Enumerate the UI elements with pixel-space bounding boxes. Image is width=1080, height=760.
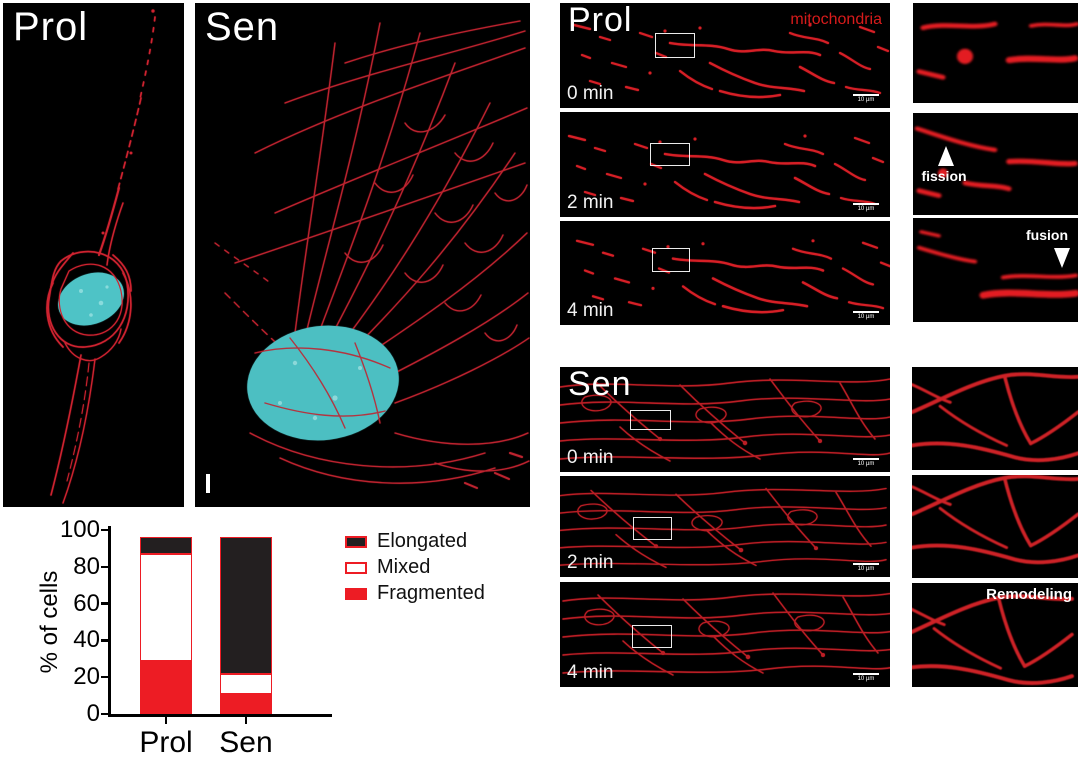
scale-bar-label: 10 µm: [857, 566, 875, 572]
legend-item-elongated: Elongated: [345, 530, 485, 552]
scale-bar-line: [853, 672, 879, 675]
sen-zoom-crop-remodeling: Remodeling: [912, 583, 1078, 687]
time-label: 0 min: [567, 447, 614, 468]
x-axis-tick: [164, 717, 168, 724]
scale-bar: [206, 474, 210, 493]
sen-live-frame-0min: Sen 0 min 10 µm: [560, 367, 890, 472]
zoom-image: [912, 367, 1078, 470]
legend-label: Elongated: [377, 530, 468, 552]
time-label: 0 min: [567, 83, 614, 104]
scale-bar-label: 10 µm: [857, 314, 875, 320]
bar-segment-elongated: [140, 537, 192, 554]
sen-zoom-crop-0min: [912, 367, 1078, 470]
bar-segment-fragmented: [140, 660, 192, 714]
scale-bar-line: [853, 562, 879, 565]
prol-live-frame-0min: Prol mitochondria 0 min 10 µm: [560, 3, 890, 108]
scale-bar-line: [853, 457, 879, 460]
y-axis-tick-label: 100: [59, 516, 100, 543]
zoom-image: [912, 475, 1078, 578]
scale-bar: 10 µm: [851, 562, 881, 574]
mito-morphology-chart: % of cells 0 20 40 60 80 100 Prol Sen Elongated…: [30, 516, 485, 760]
legend-label: Fragmented: [377, 582, 485, 604]
legend-swatch: [345, 561, 367, 574]
y-axis-tick: [101, 565, 109, 569]
y-axis-tick-label: 40: [73, 626, 100, 654]
y-axis-tick-label: 0: [86, 700, 100, 727]
inset-outline: [633, 517, 672, 540]
bar-segment-elongated: [220, 537, 272, 674]
sen-live-label: Sen: [568, 367, 632, 403]
sen-confocal-panel: Sen: [195, 3, 530, 507]
inset-outline: [632, 625, 672, 648]
prol-zoom-crop-0min: [913, 3, 1078, 103]
bar-segment-fragmented: [220, 693, 272, 714]
y-axis-tick: [101, 639, 109, 642]
x-axis-tick: [244, 717, 248, 724]
inset-outline: [650, 143, 690, 166]
scale-bar: 10 µm: [851, 310, 881, 322]
sen-zoom-crop-2min: [912, 475, 1078, 578]
bar-segment-mixed: [220, 673, 272, 694]
fission-annotation: fission: [921, 168, 967, 184]
scale-bar: 10 µm: [851, 202, 881, 214]
prol-confocal-panel: Prol: [3, 3, 184, 507]
bar-plot: 0 20 40 60 80 100 Prol Sen: [30, 516, 350, 759]
fusion-arrow-icon: [1054, 248, 1070, 268]
sen-live-frame-4min: 4 min 10 µm: [560, 582, 890, 687]
zoom-image: [913, 3, 1078, 103]
prol-live-frame-4min: 4 min 10 µm: [560, 221, 890, 325]
prol-zoom-crop-fusion: fusion: [913, 218, 1078, 322]
inset-outline: [652, 248, 690, 272]
sen-cell-image: [214, 20, 530, 489]
y-axis-tick-label: 80: [73, 552, 100, 580]
fission-arrow-icon: [938, 146, 954, 166]
time-label: 2 min: [567, 552, 614, 573]
prol-panel-label: Prol: [13, 5, 89, 49]
sen-panel-label: Sen: [205, 5, 280, 49]
legend-item-fragmented: Fragmented: [345, 582, 485, 604]
prol-live-frame-2min: 2 min 10 µm: [560, 112, 890, 217]
scale-bar-line: [853, 93, 879, 96]
y-axis-tick: [101, 528, 109, 532]
chart-legend: Elongated Mixed Fragmented: [345, 530, 485, 609]
sen-live-frame-2min: 2 min 10 µm: [560, 476, 890, 577]
y-axis-tick: [101, 675, 109, 679]
scale-bar-label: 10 µm: [857, 206, 875, 212]
scale-bar-label: 10 µm: [857, 461, 875, 467]
legend-swatch: [345, 535, 367, 548]
scale-bar-line: [853, 202, 879, 205]
scale-bar-label: 10 µm: [857, 676, 875, 682]
time-label: 2 min: [567, 192, 614, 213]
scale-bar: 10 µm: [851, 457, 881, 469]
bar-segment-mixed: [140, 553, 192, 661]
scale-bar: 10 µm: [851, 672, 881, 684]
x-axis-line: [108, 714, 332, 717]
y-axis-tick: [101, 602, 109, 605]
scale-bar-line: [853, 310, 879, 313]
prol-live-label: Prol: [568, 3, 633, 39]
legend-swatch: [345, 587, 367, 600]
y-axis-tick: [101, 712, 109, 716]
scale-bar: 10 µm: [851, 93, 881, 105]
y-axis-tick-label: 20: [73, 663, 100, 691]
channel-label: mitochondria: [790, 11, 882, 28]
prol-cell-image: [46, 8, 157, 505]
time-label: 4 min: [567, 662, 614, 683]
prol-zoom-crop-fission: fission: [913, 113, 1078, 215]
inset-outline: [655, 33, 695, 58]
scale-bar-label: 10 µm: [857, 97, 875, 103]
legend-item-mixed: Mixed: [345, 556, 485, 578]
time-label: 4 min: [567, 300, 614, 321]
y-axis-line: [108, 526, 111, 717]
inset-outline: [630, 410, 671, 430]
y-axis-tick-label: 60: [73, 589, 100, 617]
fusion-annotation: fusion: [1026, 227, 1068, 243]
category-label: Sen: [219, 726, 273, 759]
remodeling-annotation: Remodeling: [986, 586, 1072, 603]
legend-label: Mixed: [377, 556, 431, 578]
